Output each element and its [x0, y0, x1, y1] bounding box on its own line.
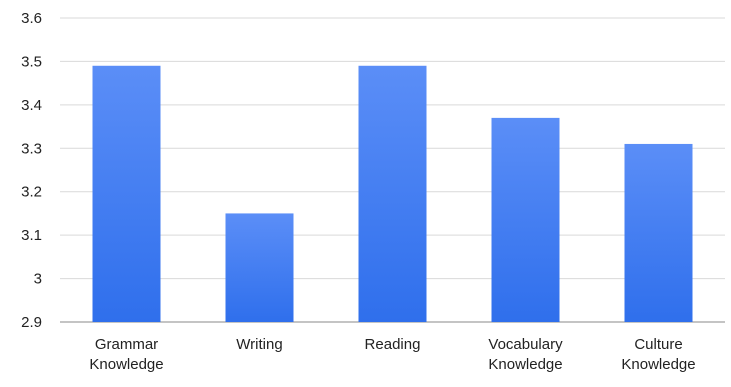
y-tick-label: 3.5 — [21, 53, 42, 70]
y-tick-label: 3.2 — [21, 184, 42, 201]
y-tick-label: 3.4 — [21, 97, 42, 114]
bar — [624, 143, 693, 322]
category-label: Reading — [365, 336, 421, 353]
bar — [92, 65, 161, 323]
bar — [225, 213, 294, 322]
x-axis-category-labels: Grammar Knowledge Writing Reading Vocabulary… — [89, 336, 695, 373]
y-tick-label: 3.1 — [21, 227, 42, 244]
y-tick-label: 3 — [34, 271, 42, 288]
bars — [92, 65, 693, 323]
y-tick-label: 3.6 — [21, 10, 42, 27]
bar — [491, 117, 560, 322]
category-label: Culture Knowledge — [621, 336, 695, 373]
category-label: Vocabulary Knowledge — [488, 336, 563, 373]
y-axis-tick-labels: 2.9 3 3.1 3.2 3.3 3.4 3.5 3.6 — [21, 10, 42, 331]
category-label: Grammar Knowledge — [89, 336, 163, 373]
category-label: Writing — [236, 336, 282, 353]
y-tick-label: 3.3 — [21, 140, 42, 157]
y-tick-label: 2.9 — [21, 314, 42, 331]
bar — [358, 65, 427, 323]
